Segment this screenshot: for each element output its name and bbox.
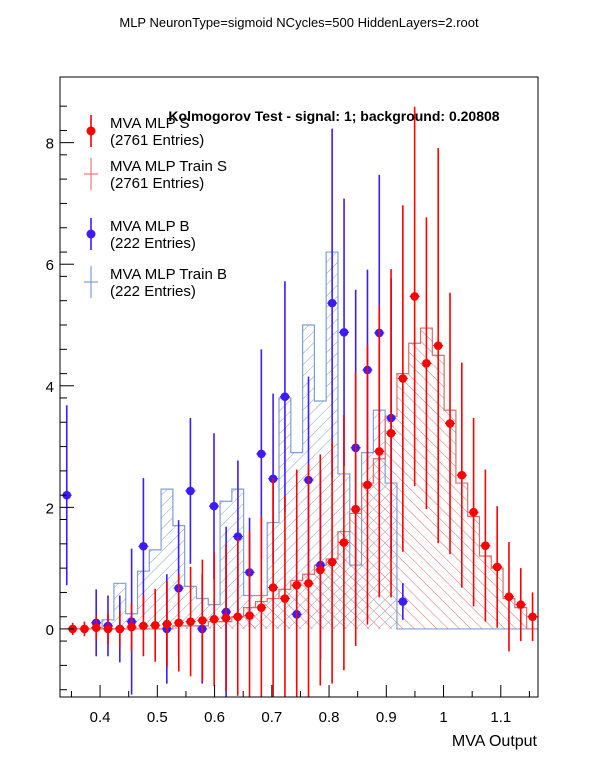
legend-item: MVA MLP S(2761 Entries) <box>86 115 204 149</box>
legend-label: MVA MLP S <box>110 115 189 132</box>
data-point <box>174 618 184 628</box>
data-point <box>209 614 219 624</box>
data-point <box>209 501 219 511</box>
data-point <box>410 292 419 301</box>
data-point <box>327 298 337 308</box>
legend-marker <box>86 229 96 239</box>
y-tick-label: 6 <box>46 257 54 274</box>
data-point <box>245 611 254 620</box>
points-layer <box>61 106 538 697</box>
y-tick-label: 4 <box>46 379 54 396</box>
data-point <box>139 621 148 631</box>
x-tick-label: 0.7 <box>261 709 282 726</box>
legend-item: MVA MLP Train B(222 Entries) <box>84 266 227 300</box>
hist-bin <box>161 489 173 629</box>
data-point <box>528 612 537 622</box>
data-point <box>162 619 172 629</box>
data-point <box>339 327 349 337</box>
legend-entries: (222 Entries) <box>110 283 196 300</box>
data-point <box>492 562 502 572</box>
y-tick-label: 2 <box>46 500 54 517</box>
legend-label: MVA MLP Train S <box>110 158 227 175</box>
data-point <box>91 623 101 633</box>
data-point <box>186 617 195 626</box>
hist-outline <box>66 251 538 630</box>
data-point <box>374 447 384 456</box>
data-point <box>398 597 408 606</box>
data-point <box>363 480 372 490</box>
data-point <box>280 594 290 603</box>
data-point <box>327 557 337 567</box>
data-point <box>186 486 195 496</box>
data-point <box>150 620 160 630</box>
legend-item: MVA MLP B(222 Entries) <box>86 218 196 252</box>
data-point <box>351 504 360 514</box>
x-axis-label: MVA Output <box>452 733 538 750</box>
data-point <box>315 565 325 575</box>
axes: 0.4 0.5 0.6 0.7 0.8 0.9 1 1.1 0 2 4 6 8 <box>46 105 530 726</box>
data-point <box>398 374 408 383</box>
data-point <box>233 612 243 622</box>
data-point <box>433 341 443 350</box>
y-tick-label: 8 <box>46 136 54 153</box>
data-point <box>292 580 302 590</box>
data-point <box>80 624 89 634</box>
data-point <box>481 541 490 550</box>
histogram-layer <box>66 251 538 630</box>
data-point <box>304 579 313 588</box>
x-tick-label: 0.6 <box>204 709 225 726</box>
data-point <box>516 600 526 609</box>
legend-entries: (2761 Entries) <box>110 175 204 192</box>
legend-item: MVA MLP Train S(2761 Entries) <box>84 158 227 192</box>
data-point <box>233 532 243 541</box>
y-tick-label: 0 <box>46 622 54 639</box>
points-mva-mlp-s <box>67 106 538 697</box>
legend: MVA MLP S(2761 Entries)MVA MLP Train S(2… <box>84 115 227 300</box>
data-point <box>422 358 431 368</box>
data-point <box>139 541 148 551</box>
data-point <box>339 538 349 547</box>
x-tick-label: 0.5 <box>147 709 168 726</box>
chart-title: Kolmogorov Test - signal: 1; background:… <box>168 108 499 124</box>
data-point <box>386 428 396 438</box>
data-point <box>127 622 136 632</box>
data-point <box>445 419 455 428</box>
legend-label: MVA MLP B <box>110 218 189 235</box>
legend-marker <box>86 126 96 136</box>
data-point <box>257 449 266 459</box>
data-point <box>221 613 231 623</box>
data-point <box>457 470 467 480</box>
page-title: MLP NeuronType=sigmoid NCycles=500 Hidde… <box>119 15 479 30</box>
data-point <box>115 624 125 634</box>
data-point <box>504 592 514 602</box>
data-point <box>280 392 290 402</box>
hist-outline <box>66 327 538 630</box>
x-tick-label: 0.8 <box>319 709 340 726</box>
data-point <box>257 603 266 612</box>
legend-label: MVA MLP Train B <box>110 266 227 283</box>
legend-entries: (222 Entries) <box>110 235 196 252</box>
data-point <box>198 616 207 625</box>
data-point <box>103 624 113 634</box>
data-point <box>268 583 278 592</box>
data-point <box>469 507 478 517</box>
plot-frame <box>59 76 539 698</box>
legend-entries: (2761 Entries) <box>110 132 204 149</box>
x-tick-label: 1.1 <box>490 709 511 726</box>
x-tick-label: 1 <box>439 709 447 726</box>
x-tick-label: 0.4 <box>90 709 111 726</box>
x-tick-label: 0.9 <box>376 709 397 726</box>
